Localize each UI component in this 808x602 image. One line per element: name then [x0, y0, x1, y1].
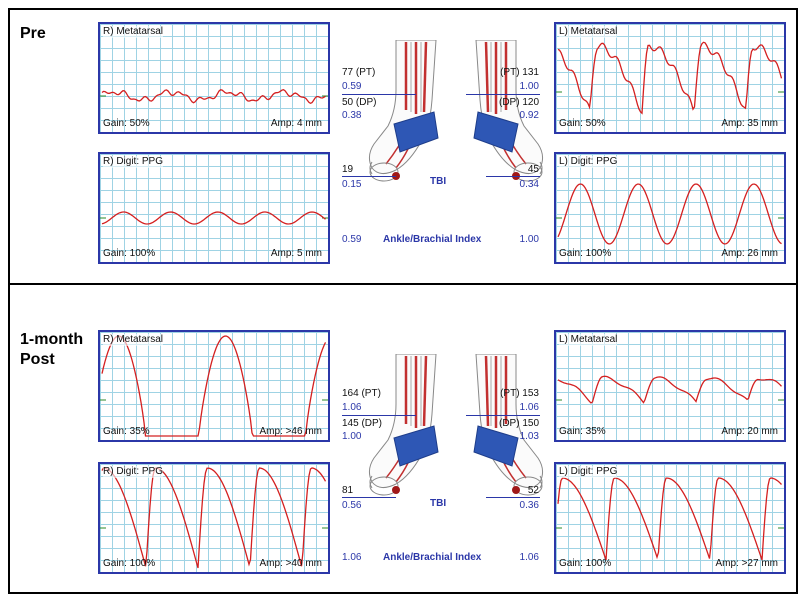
left-dp-index: 1.03: [519, 431, 539, 442]
panel-title: L) Digit: PPG: [559, 156, 618, 168]
section-label-post: 1-month Post: [20, 331, 84, 368]
figure-frame: [8, 8, 798, 594]
panel-left-digit-post: L) Digit: PPG Gain: 100% Amp: >27 mm: [554, 462, 786, 574]
panel-amplitude: Amp: 26 mm: [721, 248, 778, 259]
panel-gain: Gain: 100%: [559, 248, 612, 259]
right-dp-index: 1.00: [342, 431, 362, 442]
left-pt-leader-line: [466, 94, 540, 95]
right-tbi-leader-line: [342, 497, 396, 498]
panel-amplitude: Amp: 20 mm: [721, 426, 778, 437]
panel-title: L) Metatarsal: [559, 26, 618, 38]
left-dp-pressure: (DP) 150: [498, 418, 539, 429]
left-tbi-pressure: 52: [527, 485, 539, 496]
section-label-pre: Pre: [20, 25, 46, 42]
panel-title: L) Digit: PPG: [559, 466, 618, 478]
left-abi-value: 1.00: [519, 234, 539, 245]
panel-gain: Gain: 50%: [103, 118, 150, 129]
panel-left-metatarsal-pre: L) Metatarsal Gain: 50% Amp: 35 mm: [554, 22, 786, 134]
waveform-left-metatarsal-pre: [556, 41, 784, 115]
waveform-right-metatarsal-post: [100, 335, 328, 437]
right-tbi-pressure: 81: [342, 485, 354, 496]
panel-left-metatarsal-post: L) Metatarsal Gain: 35% Amp: 20 mm: [554, 330, 786, 442]
right-abi-value: 0.59: [342, 234, 362, 245]
right-tbi-index: 0.15: [342, 179, 362, 190]
right-tbi-pressure: 19: [342, 164, 354, 175]
section-divider: [8, 283, 798, 285]
right-pt-index: 1.06: [342, 402, 362, 413]
left-dp-pressure: (DP) 120: [498, 97, 539, 108]
right-pt-pressure: 164 (PT): [342, 388, 381, 399]
left-tbi-leader-line: [486, 497, 540, 498]
panel-title: R) Digit: PPG: [103, 466, 164, 478]
right-dp-index: 0.38: [342, 110, 362, 121]
panel-left-digit-pre: L) Digit: PPG Gain: 100% Amp: 26 mm: [554, 152, 786, 264]
panel-title: L) Metatarsal: [559, 334, 618, 346]
right-pt-pressure: 77 (PT): [342, 67, 376, 78]
right-abi-value: 1.06: [342, 552, 362, 563]
left-pt-index: 1.00: [519, 81, 539, 92]
left-abi-value: 1.06: [519, 552, 539, 563]
panel-title: R) Metatarsal: [103, 26, 164, 38]
panel-gain: Gain: 100%: [103, 558, 156, 569]
panel-title: R) Digit: PPG: [103, 156, 164, 168]
left-tbi-leader-line: [486, 176, 540, 177]
right-dp-pressure: 145 (DP): [342, 418, 383, 429]
panel-gain: Gain: 35%: [559, 426, 606, 437]
panel-amplitude: Amp: 4 mm: [270, 118, 322, 129]
tbi-label: TBI: [430, 498, 447, 509]
left-tbi-pressure: 45: [527, 164, 539, 175]
right-tbi-index: 0.56: [342, 500, 362, 511]
right-tbi-leader-line: [342, 176, 396, 177]
waveform-left-metatarsal-post: [556, 375, 784, 404]
left-pt-index: 1.06: [519, 402, 539, 413]
waveform-left-digit-pre: [556, 183, 784, 245]
panel-gain: Gain: 100%: [559, 558, 612, 569]
waveform-right-metatarsal-pre: [100, 88, 328, 105]
left-pt-pressure: (PT) 131: [500, 67, 539, 78]
panel-right-digit-post: R) Digit: PPG Gain: 100% Amp: >40 mm: [98, 462, 330, 574]
panel-gain: Gain: 100%: [103, 248, 156, 259]
panel-right-metatarsal-post: R) Metatarsal Gain: 35% Amp: >46 mm: [98, 330, 330, 442]
abi-label: Ankle/Brachial Index: [383, 234, 482, 245]
panel-right-metatarsal-pre: R) Metatarsal Gain: 50% Amp: 4 mm: [98, 22, 330, 134]
panel-amplitude: Amp: >27 mm: [715, 558, 778, 569]
left-pt-pressure: (PT) 153: [500, 388, 539, 399]
panel-right-digit-pre: R) Digit: PPG Gain: 100% Amp: 5 mm: [98, 152, 330, 264]
abi-label: Ankle/Brachial Index: [383, 552, 482, 563]
panel-gain: Gain: 50%: [559, 118, 606, 129]
tbi-label: TBI: [430, 176, 447, 187]
panel-amplitude: Amp: >40 mm: [259, 558, 322, 569]
left-pt-leader-line: [466, 415, 540, 416]
waveform-right-digit-pre: [100, 211, 328, 225]
panel-gain: Gain: 35%: [103, 426, 150, 437]
panel-amplitude: Amp: 35 mm: [721, 118, 778, 129]
waveform-left-digit-post: [556, 477, 784, 561]
left-dp-index: 0.92: [519, 110, 539, 121]
right-pt-leader-line: [342, 415, 416, 416]
panel-amplitude: Amp: 5 mm: [270, 248, 322, 259]
right-dp-pressure: 50 (DP): [342, 97, 377, 108]
right-pt-index: 0.59: [342, 81, 362, 92]
right-pt-leader-line: [342, 94, 416, 95]
left-tbi-index: 0.36: [519, 500, 539, 511]
panel-title: R) Metatarsal: [103, 334, 164, 346]
left-tbi-index: 0.34: [519, 179, 539, 190]
waveform-right-digit-post: [100, 467, 328, 569]
panel-amplitude: Amp: >46 mm: [259, 426, 322, 437]
